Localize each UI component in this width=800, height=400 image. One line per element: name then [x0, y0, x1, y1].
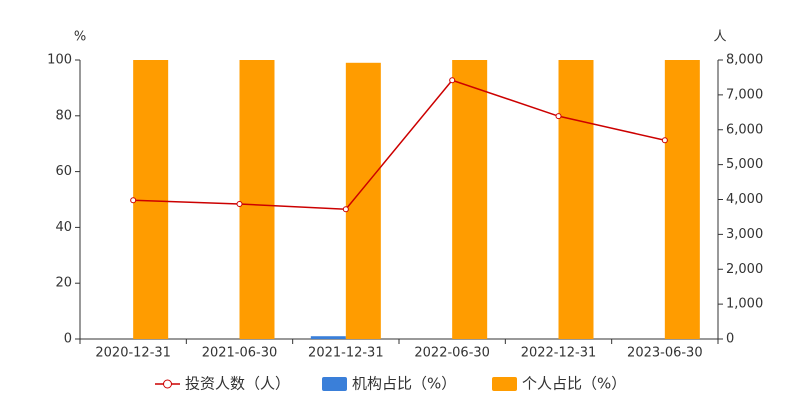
legend-swatch	[492, 377, 517, 391]
bar	[452, 60, 488, 339]
y-tick-label: 100	[47, 53, 72, 68]
y2-tick-label: 5,000	[726, 157, 763, 172]
point	[555, 113, 562, 120]
legend-label: 机构占比（%）	[352, 375, 456, 393]
legend-label: 个人占比（%）	[522, 375, 626, 393]
y-tick-label: 0	[64, 332, 72, 347]
bar	[345, 62, 381, 339]
x-tick-label: 2020-12-31	[95, 346, 171, 361]
point	[236, 201, 243, 208]
point	[130, 197, 137, 204]
y-axis-unit: %	[74, 30, 86, 45]
y2-tick-label: 6,000	[726, 122, 763, 137]
x-tick-label: 2021-06-30	[202, 346, 278, 361]
y2-tick-label: 3,000	[726, 227, 763, 242]
bar	[310, 336, 346, 339]
x-tick-label: 2023-06-30	[627, 346, 703, 361]
bar	[239, 60, 275, 339]
y2-tick-label: 0	[726, 332, 734, 347]
line	[133, 79, 665, 211]
y2-axis-unit: 人	[713, 30, 726, 45]
legend-label: 投资人数（人）	[185, 375, 290, 393]
point	[449, 77, 456, 84]
x-tick-label: 2022-06-30	[414, 346, 490, 361]
legend-swatch	[322, 377, 347, 391]
y-tick-label: 80	[55, 108, 72, 123]
y-tick-label: 20	[55, 276, 72, 291]
x-tick-label: 2021-12-31	[308, 346, 384, 361]
bar	[133, 60, 169, 339]
point	[342, 206, 349, 213]
y2-tick-label: 8,000	[726, 53, 763, 68]
y2-tick-label: 1,000	[726, 297, 763, 312]
bar	[558, 60, 594, 339]
y-tick-label: 40	[55, 220, 72, 235]
y2-tick-label: 7,000	[726, 87, 763, 102]
y2-tick-label: 2,000	[726, 262, 763, 277]
legend-point	[163, 379, 172, 389]
y2-tick-label: 4,000	[726, 192, 763, 207]
y-tick-label: 60	[55, 164, 72, 179]
x-tick-label: 2022-12-31	[521, 346, 597, 361]
bar	[664, 60, 700, 339]
point	[661, 137, 668, 144]
